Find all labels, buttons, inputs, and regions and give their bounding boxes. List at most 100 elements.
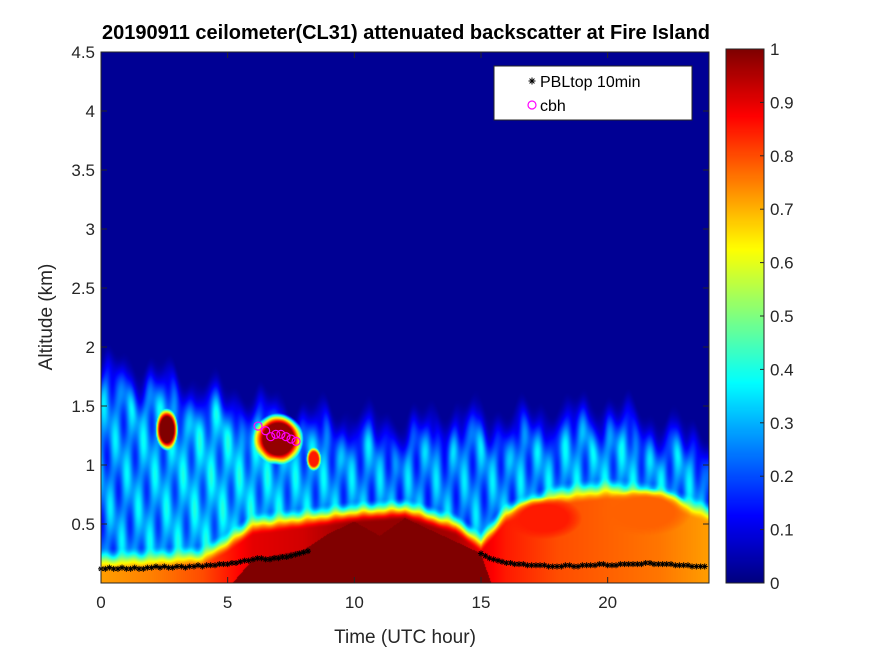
- pbltop-point: [245, 557, 252, 564]
- colorbar-ticks: 0 0.1 0.2 0.3 0.4 0.5 0.6 0.7 0.8 0.9 1: [760, 40, 794, 593]
- legend-entry-cbh: cbh: [527, 98, 566, 115]
- pbltop-point: [680, 562, 687, 569]
- pbltop-point: [516, 561, 522, 568]
- legend-entry-pbltop: PBLtop 10min: [528, 74, 641, 91]
- pbltop-point: [195, 562, 202, 569]
- y-tick-label: 3: [86, 220, 95, 239]
- pbltop-point: [266, 556, 273, 563]
- pbltop-point: [642, 559, 649, 566]
- pbltop-point: [220, 561, 227, 568]
- pbltop-point: [216, 561, 223, 568]
- pbltop-point: [554, 563, 560, 570]
- pbltop-point: [621, 561, 628, 568]
- pbltop-point: [646, 559, 653, 566]
- pbltop-point: [532, 562, 539, 569]
- pbltop-point: [558, 563, 565, 570]
- pbltop-point: [575, 563, 582, 570]
- x-axis: 0 5 10 15 20: [96, 52, 617, 612]
- colorbar-tick-label: 0.4: [770, 360, 794, 379]
- x-axis-label: Time (UTC hour): [334, 627, 476, 648]
- pbltop-point: [144, 564, 151, 571]
- colorbar-tick-label: 0.5: [770, 307, 794, 326]
- pbltop-point: [634, 561, 641, 568]
- pbltop-point: [186, 563, 193, 570]
- pbltop-point: [537, 562, 544, 569]
- pbltop-point: [608, 562, 615, 569]
- pbltop-point: [659, 561, 666, 568]
- pbltop-point: [499, 558, 506, 565]
- pbltop-point: [596, 561, 603, 568]
- pbltop-point: [549, 563, 556, 570]
- pbltop-point: [283, 554, 290, 561]
- series-layer: [98, 421, 708, 572]
- pbltop-point: [258, 555, 265, 562]
- x-tick-label: 15: [472, 593, 491, 612]
- x-tick-label: 5: [223, 593, 232, 612]
- pbltop-point: [271, 555, 278, 562]
- pbltop-point: [490, 556, 497, 563]
- legend: PBLtop 10min cbh: [493, 65, 693, 121]
- pbltop-point: [262, 556, 269, 563]
- pbltop-point: [587, 562, 594, 569]
- y-axis-label: Altitude (km): [36, 264, 57, 371]
- pbltop-point: [178, 563, 185, 570]
- pbltop-point: [203, 562, 210, 569]
- pbltop-point: [520, 561, 527, 568]
- pbltop-point: [701, 563, 708, 570]
- pbltop-point: [279, 554, 286, 561]
- chart-title: 20190911 ceilometer(CL31) attenuated bac…: [102, 22, 710, 44]
- pbltop-point: [478, 550, 484, 557]
- legend-box: [493, 65, 693, 121]
- colorbar-tick-label: 0.2: [770, 467, 794, 486]
- pbltop-point: [545, 563, 552, 570]
- legend-label-pbltop: PBLtop 10min: [540, 74, 641, 91]
- cbh-point: [291, 436, 301, 446]
- y-tick-label: 1.5: [71, 397, 95, 416]
- pbltop-point: [228, 559, 235, 566]
- colorbar-tick-label: 0: [770, 574, 779, 593]
- cbh-point: [276, 429, 286, 439]
- pbltop-point: [250, 556, 256, 563]
- pbltop-point: [592, 562, 598, 569]
- pbltop-point: [233, 559, 240, 566]
- pbltop-point: [119, 564, 126, 571]
- pbltop-point: [136, 565, 142, 572]
- pbltop-point: [655, 561, 662, 568]
- y-tick-label: 2.5: [71, 279, 95, 298]
- colorbar-tick-label: 1: [770, 40, 779, 59]
- pbltop-point: [638, 561, 645, 568]
- pbltop-point: [562, 562, 569, 569]
- x-tick-label: 10: [345, 593, 364, 612]
- x-tick-label: 0: [96, 593, 105, 612]
- pbltop-point: [199, 563, 206, 570]
- pbltop-point: [482, 552, 489, 559]
- heatmap-field: [101, 52, 709, 583]
- pbltop-point: [114, 565, 121, 572]
- colorbar: 0 0.1 0.2 0.3 0.4 0.5 0.6 0.7 0.8 0.9 1: [725, 40, 794, 593]
- pbltop-point: [157, 564, 164, 571]
- pbltop-point: [288, 552, 294, 559]
- plot-area: [98, 51, 710, 584]
- pbltop-point: [275, 555, 282, 562]
- pbltop-point: [524, 562, 531, 569]
- pbltop-point: [507, 559, 514, 566]
- pbltop-point: [106, 564, 113, 571]
- pbltop-point: [528, 562, 535, 569]
- pbltop-point: [131, 564, 138, 571]
- pbltop-point: [600, 561, 607, 568]
- pbltop-point: [566, 562, 573, 569]
- pbltop-point: [651, 561, 658, 568]
- pbltop-point: [579, 562, 586, 569]
- pbltop-point: [511, 561, 518, 568]
- pbltop-point: [304, 548, 311, 555]
- pbltop-point: [182, 564, 189, 571]
- cbh-point: [253, 421, 263, 431]
- colorbar-tick-label: 0.6: [770, 254, 794, 273]
- colorbar-tick-label: 0.1: [770, 521, 794, 540]
- pbltop-point: [630, 561, 636, 568]
- pbltop-point: [254, 555, 261, 562]
- pbltop-point: [300, 549, 307, 556]
- cbh-point: [286, 434, 296, 444]
- pbltop-point: [672, 562, 679, 569]
- y-tick-label: 1: [86, 456, 95, 475]
